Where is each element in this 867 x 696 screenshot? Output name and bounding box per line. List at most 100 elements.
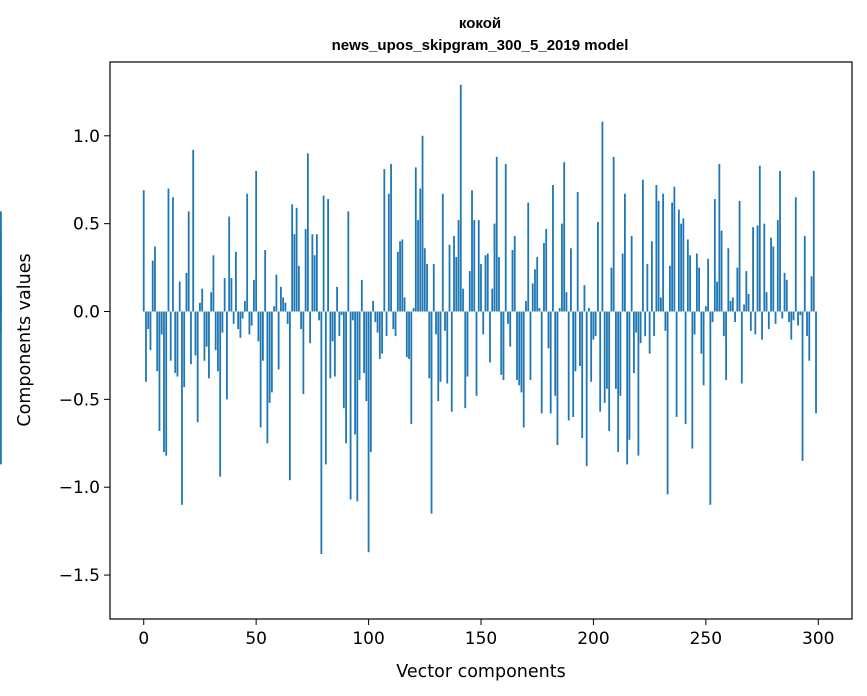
bar xyxy=(228,216,231,312)
bar xyxy=(707,258,709,312)
bar xyxy=(543,242,545,312)
bar xyxy=(142,190,145,312)
bar xyxy=(0,311,2,333)
bar xyxy=(372,300,374,312)
bar xyxy=(711,311,714,323)
bar xyxy=(509,311,512,347)
bar xyxy=(588,307,590,312)
bar xyxy=(462,288,464,312)
bar xyxy=(376,311,379,333)
x-tick-label: 0 xyxy=(138,629,149,649)
bar xyxy=(752,227,754,312)
bar xyxy=(570,248,572,312)
bar xyxy=(385,311,388,337)
bar xyxy=(477,220,480,312)
bar xyxy=(405,311,408,358)
bar xyxy=(453,235,455,312)
bar xyxy=(749,311,752,331)
bar xyxy=(338,311,341,337)
bar xyxy=(799,311,802,316)
bar xyxy=(637,311,640,456)
bar xyxy=(219,311,222,477)
bar xyxy=(500,311,503,375)
bar xyxy=(149,311,152,351)
bar xyxy=(235,251,237,312)
bar xyxy=(790,311,793,340)
bar xyxy=(576,192,579,312)
bar xyxy=(208,311,210,379)
bar xyxy=(302,311,305,395)
bar xyxy=(158,311,161,431)
bar xyxy=(779,170,781,312)
bar xyxy=(655,185,658,312)
bar xyxy=(288,311,291,481)
bar xyxy=(318,311,321,321)
bar xyxy=(311,234,314,312)
bar xyxy=(794,197,797,312)
y-tick-label: −1.5 xyxy=(59,566,100,586)
bar xyxy=(300,311,303,330)
bar xyxy=(387,193,390,312)
bar xyxy=(549,311,552,414)
bar xyxy=(725,311,727,381)
x-tick-label: 200 xyxy=(577,629,609,649)
bar xyxy=(475,311,478,396)
x-axis-label: Vector components xyxy=(396,662,565,682)
bar xyxy=(720,230,723,312)
bar xyxy=(579,311,581,366)
bar xyxy=(450,311,453,412)
bar xyxy=(648,311,651,354)
bar xyxy=(554,311,557,396)
bar xyxy=(383,169,386,312)
x-tick-label: 100 xyxy=(352,629,384,649)
bar xyxy=(306,153,309,312)
bar xyxy=(619,311,622,396)
bar xyxy=(414,167,417,312)
bar xyxy=(736,267,739,312)
y-axis-label: Components values xyxy=(15,253,35,426)
bar xyxy=(291,204,294,312)
bar xyxy=(181,311,183,505)
bar xyxy=(693,311,696,335)
bar xyxy=(392,311,395,330)
bar xyxy=(516,311,518,381)
bar xyxy=(230,278,233,312)
bar xyxy=(704,306,707,312)
bar xyxy=(801,311,804,461)
bar xyxy=(315,234,318,312)
bar xyxy=(556,311,559,446)
bar xyxy=(603,311,606,403)
bar xyxy=(594,311,597,337)
bar xyxy=(428,311,431,379)
y-tick-label: −1.0 xyxy=(59,478,100,498)
bar xyxy=(167,188,170,312)
bar xyxy=(682,218,685,312)
bar xyxy=(722,311,725,337)
bar xyxy=(644,311,647,337)
bar xyxy=(270,311,273,393)
bar xyxy=(797,311,799,326)
bar xyxy=(691,311,694,449)
bar xyxy=(259,311,262,428)
bar xyxy=(246,193,249,312)
bar xyxy=(770,237,772,312)
bar xyxy=(495,156,498,312)
bar xyxy=(747,293,750,312)
bar xyxy=(606,311,608,389)
bar xyxy=(145,311,147,382)
bar xyxy=(727,248,730,312)
bar xyxy=(342,311,345,409)
bar xyxy=(482,311,485,335)
bar xyxy=(187,211,190,312)
bar xyxy=(662,193,665,312)
bar xyxy=(702,311,705,386)
bar xyxy=(176,311,179,377)
y-tick-label: 1.0 xyxy=(73,127,100,147)
bar xyxy=(295,207,298,312)
bar xyxy=(502,311,505,381)
bar xyxy=(277,311,280,370)
bar xyxy=(169,311,172,361)
bar xyxy=(792,311,795,321)
bar xyxy=(738,200,741,312)
